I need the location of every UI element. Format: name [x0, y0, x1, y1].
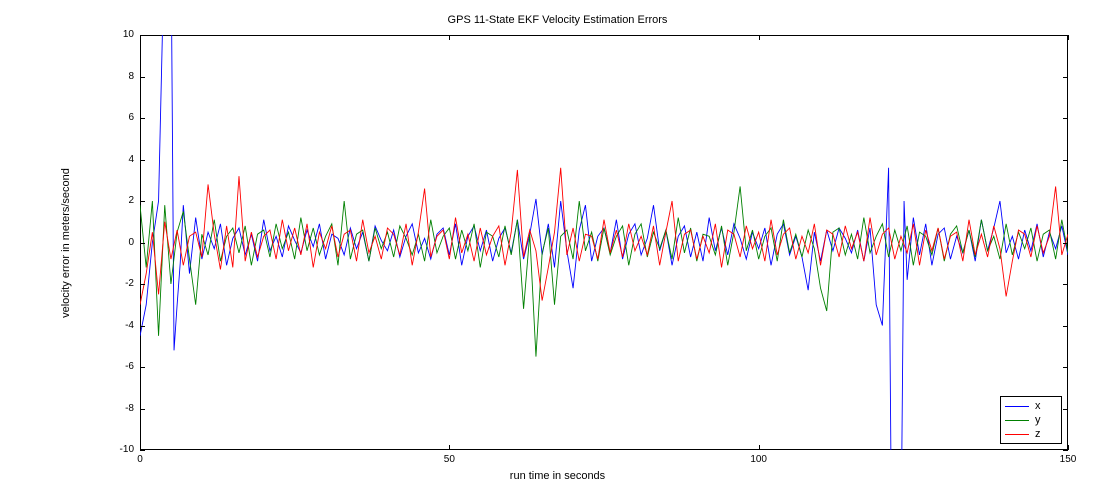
y-tick-mark: [1063, 326, 1068, 327]
y-tick-label: 8: [104, 71, 134, 82]
y-axis-label: velocity error in meters/second: [60, 168, 72, 318]
y-tick-mark: [140, 201, 145, 202]
x-tick-mark: [140, 445, 141, 450]
x-tick-label: 0: [120, 454, 160, 465]
y-tick-mark: [140, 409, 145, 410]
legend-swatch: [1005, 434, 1029, 435]
legend-label: x: [1035, 400, 1041, 412]
x-tick-mark: [1068, 35, 1069, 40]
x-tick-mark: [449, 445, 450, 450]
legend-item-x: x: [1005, 399, 1057, 413]
x-tick-mark: [449, 35, 450, 40]
x-axis-label: run time in seconds: [0, 470, 1115, 482]
x-tick-label: 150: [1048, 454, 1088, 465]
y-tick-mark: [1063, 77, 1068, 78]
legend-item-y: y: [1005, 413, 1057, 427]
legend-item-z: z: [1005, 427, 1057, 441]
x-tick-label: 100: [739, 454, 779, 465]
y-tick-mark: [140, 243, 145, 244]
y-tick-mark: [1063, 284, 1068, 285]
y-tick-label: 10: [104, 29, 134, 40]
y-tick-label: -8: [104, 403, 134, 414]
x-tick-mark: [759, 445, 760, 450]
legend-label: z: [1035, 428, 1041, 440]
x-tick-mark: [140, 35, 141, 40]
y-tick-mark: [140, 284, 145, 285]
x-tick-label: 50: [429, 454, 469, 465]
y-tick-mark: [1063, 450, 1068, 451]
y-tick-label: 4: [104, 154, 134, 165]
legend-swatch: [1005, 406, 1029, 407]
y-tick-mark: [140, 450, 145, 451]
y-tick-mark: [1063, 118, 1068, 119]
legend: xyz: [1000, 396, 1062, 444]
y-tick-mark: [1063, 243, 1068, 244]
y-tick-mark: [1063, 409, 1068, 410]
y-tick-label: -6: [104, 361, 134, 372]
legend-swatch: [1005, 420, 1029, 421]
y-tick-label: 2: [104, 195, 134, 206]
y-tick-mark: [140, 118, 145, 119]
y-tick-label: 6: [104, 112, 134, 123]
x-tick-mark: [759, 35, 760, 40]
y-tick-mark: [1063, 201, 1068, 202]
x-tick-mark: [1068, 445, 1069, 450]
legend-label: y: [1035, 414, 1041, 426]
series-line-x: [140, 0, 1068, 500]
y-tick-label: 0: [104, 237, 134, 248]
y-tick-label: -2: [104, 278, 134, 289]
y-tick-mark: [140, 160, 145, 161]
y-tick-mark: [140, 77, 145, 78]
y-tick-mark: [140, 367, 145, 368]
y-tick-label: -4: [104, 320, 134, 331]
line-series-layer: [0, 0, 1115, 500]
figure: GPS 11-State EKF Velocity Estimation Err…: [0, 0, 1115, 500]
series-line-y: [140, 186, 1068, 356]
y-tick-mark: [1063, 160, 1068, 161]
y-tick-mark: [140, 326, 145, 327]
y-tick-mark: [1063, 367, 1068, 368]
